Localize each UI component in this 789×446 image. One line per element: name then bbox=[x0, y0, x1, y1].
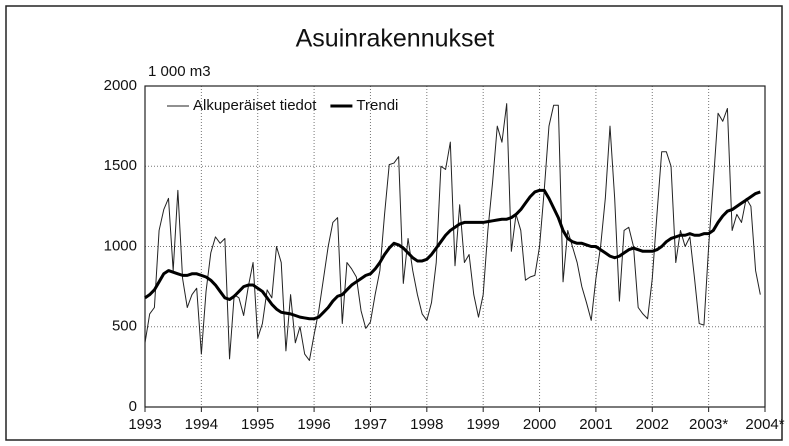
y-tick-label: 0 bbox=[129, 398, 137, 415]
x-tick-label: 2004* bbox=[745, 416, 784, 433]
legend-label: Alkuperäiset tiedot bbox=[193, 97, 317, 114]
x-tick-label: 2002 bbox=[636, 416, 669, 433]
x-tick-label: 1995 bbox=[241, 416, 274, 433]
y-axis-label: 1 000 m3 bbox=[148, 63, 211, 80]
x-tick-label: 1999 bbox=[466, 416, 499, 433]
x-tick-label: 1993 bbox=[128, 416, 161, 433]
x-tick-label: 1998 bbox=[410, 416, 443, 433]
plot-area bbox=[144, 85, 766, 408]
legend-label: Trendi bbox=[356, 97, 398, 114]
x-tick-label: 1997 bbox=[354, 416, 387, 433]
y-tick-label: 1000 bbox=[104, 237, 137, 254]
series-line bbox=[144, 103, 761, 361]
x-tick-label: 2000 bbox=[523, 416, 556, 433]
chart-title: Asuinrakennukset bbox=[296, 25, 495, 53]
series-line bbox=[144, 188, 761, 321]
x-tick-label: 1994 bbox=[185, 416, 218, 433]
frame bbox=[5, 5, 783, 441]
x-tick-label: 2001 bbox=[579, 416, 612, 433]
x-tick-label: 2003* bbox=[689, 416, 728, 433]
y-tick-label: 2000 bbox=[104, 77, 137, 94]
y-tick-label: 500 bbox=[112, 318, 137, 335]
x-tick-label: 1996 bbox=[297, 416, 330, 433]
y-tick-label: 1500 bbox=[104, 157, 137, 174]
